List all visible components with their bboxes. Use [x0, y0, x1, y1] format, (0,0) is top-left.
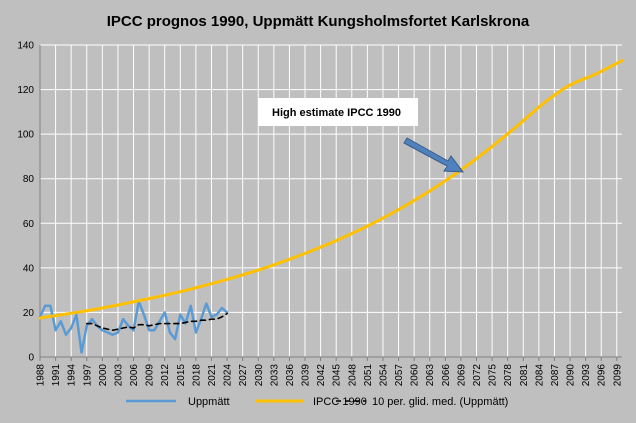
legend-label-0: Uppmätt	[188, 396, 230, 408]
legend-label-1: IPCC 1990	[313, 396, 367, 408]
y-tick-label: 80	[23, 174, 35, 185]
grid-layer	[39, 44, 622, 358]
y-tick-label: 120	[17, 85, 34, 96]
x-tick-label: 2063	[425, 364, 436, 387]
x-tick-label: 2072	[472, 364, 483, 387]
x-tick-label: 2051	[363, 364, 374, 387]
x-tick-label: 2078	[503, 364, 514, 387]
x-tick-label: 2093	[581, 364, 592, 387]
x-tick-label: 2021	[207, 364, 218, 387]
x-tick-label: 2042	[316, 364, 327, 387]
x-tick-label: 2000	[98, 364, 109, 387]
series-layer	[38, 59, 624, 354]
x-tick-label: 2027	[238, 364, 249, 387]
x-tick-label: 2045	[332, 364, 343, 387]
x-tick-label: 2081	[519, 364, 530, 387]
y-tick-label: 40	[23, 263, 35, 274]
plot-area	[40, 45, 622, 357]
legend: Uppmätt IPCC 1990 10 per. glid. med. (Uppm…	[126, 396, 508, 408]
x-tick-label: 2060	[410, 364, 421, 387]
x-tick-label: 2003	[113, 364, 124, 387]
x-tick-label: 2030	[254, 364, 265, 387]
y-tick-label: 0	[28, 353, 34, 364]
x-tick-label: 1994	[67, 364, 78, 387]
x-tick-label: 2015	[176, 364, 187, 387]
y-tick-label: 60	[23, 219, 35, 230]
x-tick-label: 2066	[441, 364, 452, 387]
annotation-text: High estimate IPCC 1990	[272, 107, 401, 119]
x-tick-label: 2036	[285, 364, 296, 387]
chart-title: IPCC prognos 1990, Uppmätt Kungsholmsfor…	[107, 13, 530, 30]
series-line-2	[85, 312, 228, 332]
x-tick-label: 2054	[378, 364, 389, 387]
y-tick-label: 140	[17, 41, 34, 52]
x-tick-label: 1997	[82, 364, 93, 387]
x-tick-label: 2024	[223, 364, 234, 387]
legend-label-2: 10 per. glid. med. (Uppmätt)	[372, 396, 508, 408]
x-tick-label: 2018	[191, 364, 202, 387]
annotation-box	[258, 98, 418, 126]
x-tick-label: 2087	[550, 364, 561, 387]
x-tick-label: 2012	[160, 364, 171, 387]
x-tick-label: 2090	[566, 364, 577, 387]
x-tick-label: 2006	[129, 364, 140, 387]
y-tick-label: 100	[17, 130, 34, 141]
x-tick-label: 2009	[145, 364, 156, 387]
x-tick-label: 2099	[612, 364, 623, 387]
annotation-layer: High estimate IPCC 1990	[258, 98, 465, 173]
x-tick-label: 2084	[534, 364, 545, 387]
axis-layer: 0 20 40 60 80 100 120 140 1988 1991 1994 1997 2000 20…	[17, 41, 623, 387]
annotation-arrow-icon	[403, 137, 465, 173]
x-tick-label: 2039	[301, 364, 312, 387]
x-tick-label: 2075	[488, 364, 499, 387]
x-tick-label: 2057	[394, 364, 405, 387]
x-tick-label: 2096	[597, 364, 608, 387]
y-tick-label: 20	[23, 308, 35, 319]
x-tick-label: 1988	[36, 364, 47, 387]
x-tick-label: 2048	[347, 364, 358, 387]
x-tick-label: 2033	[269, 364, 280, 387]
x-tick-label: 2069	[456, 364, 467, 387]
x-tick-label: 1991	[51, 364, 62, 387]
